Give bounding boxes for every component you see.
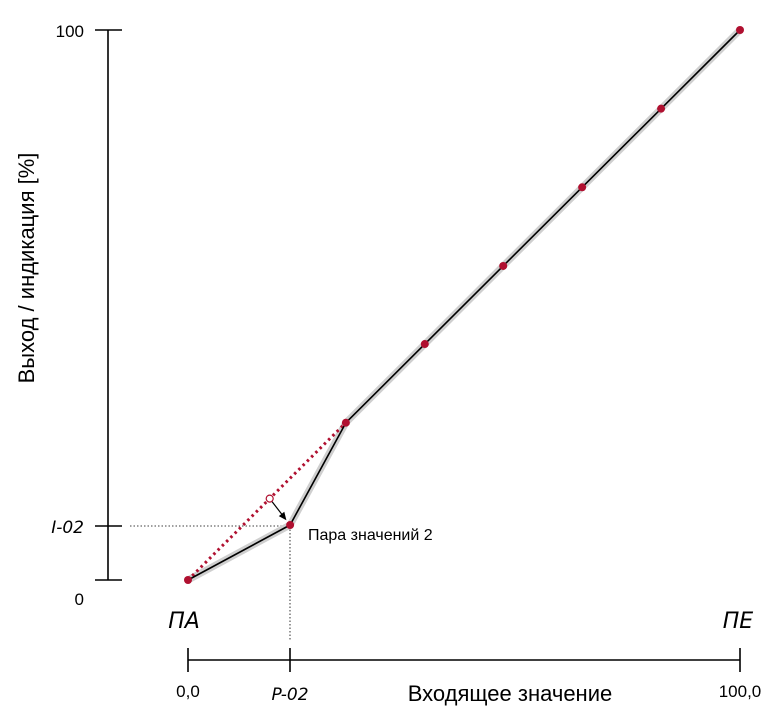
y-axis-label: Выход / индикация [%]: [14, 153, 39, 384]
y-tick-label-100: 100: [56, 22, 84, 41]
data-point-8: [736, 26, 744, 34]
original-point-marker: [265, 494, 274, 503]
range-start-label: ПА: [168, 609, 200, 634]
shift-arrow-head: [278, 511, 287, 521]
data-point-5: [499, 261, 508, 270]
annotation-value-pair-2: Пара значений 2: [308, 527, 433, 544]
y-tick-label-i02: I-02: [51, 518, 84, 538]
x-tick-label-0: 0,0: [176, 682, 200, 701]
x-tick-label-100: 100,0: [719, 682, 762, 701]
data-point-7: [657, 104, 666, 113]
range-end-label: ПЕ: [723, 609, 754, 634]
data-point-6: [578, 183, 587, 192]
data-point-4: [420, 340, 429, 349]
series-line: [187, 29, 741, 581]
y-tick-label-0: 0: [75, 590, 84, 609]
data-point-3: [341, 418, 350, 427]
data-point-2: [286, 521, 295, 529]
x-axis-label: Входящее значение: [408, 681, 612, 706]
x-tick-label-p02: P-02: [271, 685, 308, 705]
data-point-1: [184, 576, 192, 584]
linear-reference-line: [186, 421, 347, 582]
shift-arrow-line: [271, 501, 284, 516]
